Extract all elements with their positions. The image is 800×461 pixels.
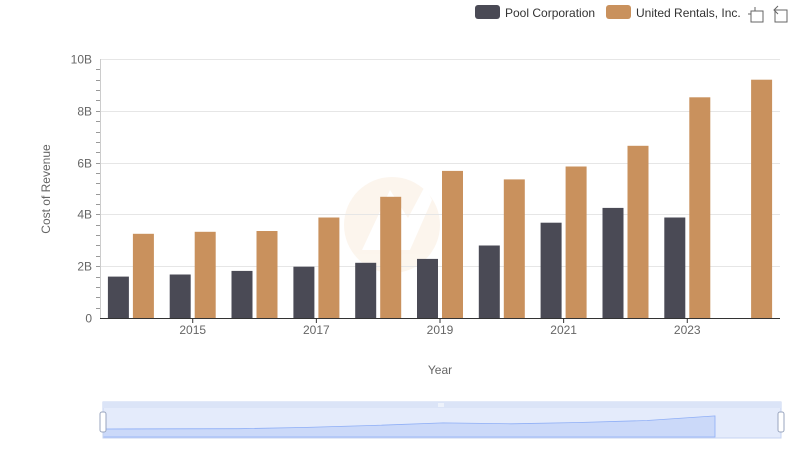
bar-united-rentals-inc--2018[interactable] [380,196,402,318]
x-tick-label: 2015 [179,323,206,337]
data-zoom-slider[interactable] [99,401,785,439]
y-minor-ticks [96,69,100,309]
bars-group [107,79,773,319]
bar-pool-corporation-2021[interactable] [540,222,562,318]
slider-handle-right[interactable] [777,411,785,433]
y-tick-label: 4B [77,208,92,222]
legend-label-pool-corporation: Pool Corporation [505,6,595,20]
bar-united-rentals-inc--2020[interactable] [503,179,525,318]
bar-united-rentals-inc--2021[interactable] [565,166,587,319]
y-axis-title: Cost of Revenue [39,144,53,234]
bar-united-rentals-inc--2022[interactable] [627,145,649,318]
y-tick-label: 2B [77,260,92,274]
slider-handle-left[interactable] [99,411,107,433]
grid-lines [100,59,780,267]
bar-pool-corporation-2015[interactable] [169,274,191,319]
slider-preview-area [102,415,716,438]
bar-united-rentals-inc--2023[interactable] [689,97,711,318]
zoom-select-icon[interactable] [748,7,764,23]
bar-pool-corporation-2023[interactable] [664,217,686,319]
x-tick-label: 2017 [303,323,330,337]
y-tick-label: 6B [77,157,92,171]
y-tick-labels: 0 2B 4B 6B 8B 10B [71,53,93,326]
x-tick-label: 2021 [550,323,577,337]
x-tick-label: 2023 [674,323,701,337]
bar-pool-corporation-2017[interactable] [293,266,315,318]
slider-top-bar[interactable] [103,402,781,408]
y-tick-label: 10B [71,53,92,67]
bar-pool-corporation-2014[interactable] [107,276,129,318]
bar-pool-corporation-2018[interactable] [355,262,377,318]
legend-item-pool-corporation[interactable]: Pool Corporation [475,5,595,20]
bar-united-rentals-inc--2015[interactable] [194,231,216,318]
legend[interactable]: Pool Corporation United Rentals, Inc. [475,5,741,20]
x-tick-labels: 2015 2017 2019 2021 2023 [179,318,701,337]
legend-swatch-united-rentals [606,5,631,19]
bar-pool-corporation-2022[interactable] [602,207,624,318]
y-tick-label: 0 [85,312,92,326]
legend-item-united-rentals[interactable]: United Rentals, Inc. [606,5,741,20]
bar-united-rentals-inc--2024[interactable] [751,79,773,318]
bar-pool-corporation-2016[interactable] [231,270,253,318]
bar-pool-corporation-2019[interactable] [417,258,438,318]
legend-swatch-pool-corporation [475,5,500,19]
x-tick-label: 2019 [427,323,454,337]
legend-label-united-rentals: United Rentals, Inc. [636,6,741,20]
bar-united-rentals-inc--2014[interactable] [132,233,154,318]
y-tick-label: 8B [77,105,92,119]
slider-grip-icon[interactable] [438,403,444,407]
x-axis-title: Year [428,363,452,377]
zoom-reset-icon[interactable] [773,5,788,23]
bar-united-rentals-inc--2017[interactable] [318,217,340,319]
bar-united-rentals-inc--2016[interactable] [256,231,278,318]
bar-united-rentals-inc--2019[interactable] [442,170,463,318]
bar-pool-corporation-2020[interactable] [478,245,500,319]
